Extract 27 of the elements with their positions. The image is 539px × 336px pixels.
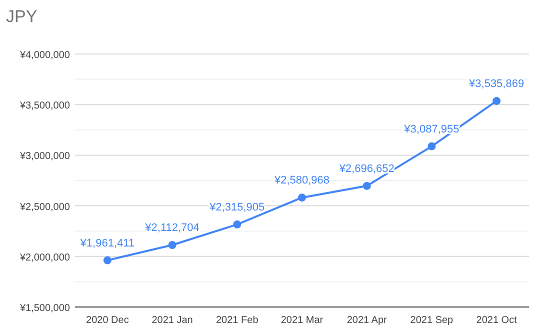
x-tick-label: 2020 Dec [86, 315, 129, 326]
y-tick-label: ¥3,500,000 [18, 100, 70, 112]
data-label: ¥2,315,905 [208, 201, 265, 214]
point [428, 142, 436, 150]
chart-title: JPY [6, 7, 38, 26]
y-tick-label: ¥3,000,000 [18, 151, 70, 162]
y-tick-label: ¥1,500,000 [18, 303, 70, 314]
point [492, 96, 501, 105]
point [362, 182, 371, 190]
x-tick-label: 2021 Apr [346, 315, 388, 326]
data-label: ¥2,112,704 [144, 222, 200, 234]
y-tick-label: ¥2,500,000 [18, 202, 70, 213]
data-label: ¥2,696,652 [338, 162, 394, 175]
point [233, 220, 242, 228]
x-tick-label: 2021 Oct [476, 315, 518, 326]
y-tick-label: ¥2,000,000 [18, 252, 70, 264]
x-tick-label: 2021 Jan [152, 315, 193, 326]
y-tick-label: ¥4,000,000 [18, 50, 70, 61]
data-label: ¥3,535,869 [468, 78, 524, 90]
point [298, 194, 306, 202]
x-tick-label: 2021 Feb [216, 315, 259, 326]
data-label: ¥2,580,968 [273, 174, 330, 187]
point [103, 256, 112, 264]
point [168, 240, 176, 249]
x-tick-label: 2021 Mar [280, 315, 324, 326]
x-tick-label: 2021 Sep [410, 315, 454, 326]
data-label: ¥1,961,411 [79, 237, 135, 250]
